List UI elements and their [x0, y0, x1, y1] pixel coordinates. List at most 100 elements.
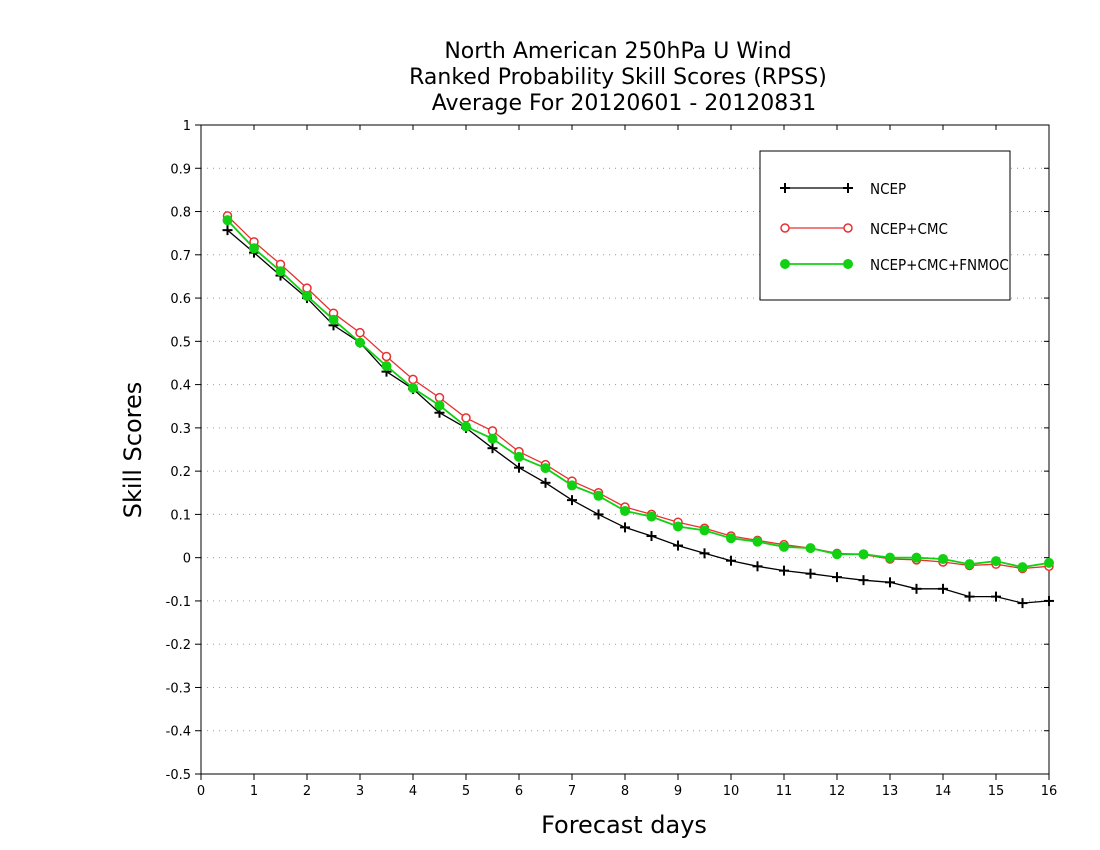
y-tick-label-7: 0.2	[170, 465, 191, 480]
y-tick-label-4: -0.1	[166, 595, 191, 610]
data-point-s2-28	[964, 559, 975, 570]
data-point-s0-13	[567, 495, 577, 506]
legend-entry-1: NCEP+CMC	[780, 220, 948, 238]
data-point-s0-23	[832, 572, 842, 583]
data-point-s0-29	[991, 591, 1001, 602]
legend-entry-0: NCEP	[780, 180, 906, 198]
x-tick-label-2: 2	[303, 784, 311, 799]
data-point-s2-14	[593, 490, 604, 501]
x-tick-label-3: 3	[356, 784, 364, 799]
legend-marker-end-0	[843, 183, 853, 193]
legend-marker-end-1	[843, 223, 853, 233]
y-tick-label-11: 0.6	[170, 292, 191, 307]
data-point-s0-16	[646, 531, 657, 542]
data-point-s0-12	[540, 477, 551, 488]
legend: NCEP NCEP+CMC NCEP+CMC+FNMOC	[759, 150, 1011, 301]
data-point-s2-20	[752, 536, 763, 547]
data-point-s2-2	[275, 266, 286, 277]
legend-label-2: NCEP+CMC+FNMOC	[870, 256, 1009, 274]
y-tick-label-8: 0.3	[170, 422, 191, 437]
x-tick-label-13: 13	[882, 784, 899, 799]
data-point-s0-11	[514, 462, 524, 473]
data-point-s0-17	[673, 540, 683, 551]
series-layer	[222, 211, 1054, 609]
data-point-s2-24	[858, 549, 869, 560]
data-point-s2-4	[328, 314, 339, 325]
x-tick-label-7: 7	[568, 784, 576, 799]
y-tick-label-1: -0.4	[166, 725, 191, 740]
legend-marker-start-2	[780, 259, 790, 269]
data-point-s2-26	[911, 552, 922, 563]
data-point-s0-26	[911, 583, 922, 594]
x-tick-label-11: 11	[776, 784, 793, 799]
data-point-s2-7	[408, 383, 418, 394]
data-point-s0-14	[593, 509, 604, 520]
x-tick-label-12: 12	[829, 784, 846, 799]
y-tick-label-6: 0.1	[170, 508, 191, 523]
legend-marker-end-2	[843, 259, 853, 269]
data-point-s2-11	[514, 451, 524, 462]
data-point-s2-8	[434, 400, 445, 411]
data-point-s2-18	[699, 525, 710, 536]
legend-box	[759, 150, 1011, 301]
data-point-s0-28	[964, 591, 975, 602]
y-axis-label: Skill Scores	[119, 382, 147, 519]
data-point-s0-24	[858, 575, 869, 586]
legend-label-1: NCEP+CMC	[870, 220, 948, 238]
data-point-s0-25	[885, 577, 895, 588]
data-point-s1-7	[408, 374, 418, 385]
data-point-s2-19	[726, 533, 736, 544]
x-tick-label-4: 4	[409, 784, 417, 799]
chart-title-line-2: Ranked Probability Skill Scores (RPSS)	[409, 65, 827, 90]
data-point-s1-9	[461, 413, 471, 423]
data-point-s0-27	[938, 583, 948, 594]
data-point-s2-30	[1017, 562, 1028, 573]
y-tick-label-12: 0.7	[170, 249, 191, 264]
data-point-s2-0	[222, 215, 233, 226]
data-point-s2-27	[938, 553, 948, 564]
data-point-s1-5	[355, 327, 365, 338]
x-tick-label-8: 8	[621, 784, 629, 799]
y-tick-label-10: 0.5	[170, 335, 191, 350]
x-tick-label-1: 1	[250, 784, 258, 799]
x-tick-label-0: 0	[197, 784, 205, 799]
data-point-s2-13	[567, 480, 577, 491]
data-point-s0-21	[779, 565, 789, 576]
data-point-s0-30	[1017, 598, 1028, 609]
legend-label-0: NCEP	[870, 180, 906, 198]
data-point-s0-18	[699, 548, 710, 559]
data-point-s2-3	[302, 290, 312, 301]
y-tick-label-14: 0.9	[170, 162, 191, 177]
data-point-s2-15	[620, 505, 630, 516]
data-point-s2-6	[381, 360, 392, 371]
data-point-s2-1	[249, 243, 259, 254]
y-tick-label-5: 0	[183, 552, 191, 567]
data-point-s0-0	[222, 225, 233, 236]
x-tick-label-5: 5	[462, 784, 470, 799]
y-tick-label-9: 0.4	[170, 379, 191, 394]
y-tick-label-0: -0.5	[166, 768, 191, 783]
data-point-s2-22	[805, 543, 816, 554]
legend-marker-start-1	[780, 223, 790, 233]
y-tick-label-2: -0.3	[166, 681, 191, 696]
data-point-s2-21	[779, 541, 789, 552]
data-point-s0-19	[726, 555, 736, 566]
data-point-s0-10	[487, 443, 498, 454]
legend-entry-2: NCEP+CMC+FNMOC	[780, 256, 1009, 274]
data-point-s0-22	[805, 568, 816, 579]
legend-marker-start-0	[780, 183, 790, 193]
data-point-s2-29	[991, 556, 1001, 567]
y-axis-ticks: -0.5 -0.4 -0.3 -0.2 -0.1 0 0.1 0.2 0.3 0.4 0.5 0.6 0…	[166, 119, 1049, 783]
data-point-s2-17	[673, 521, 683, 532]
data-point-s2-12	[540, 463, 551, 474]
data-point-s2-31	[1044, 557, 1054, 568]
data-point-s2-10	[487, 433, 498, 444]
x-tick-label-10: 10	[723, 784, 740, 799]
x-tick-label-14: 14	[935, 784, 952, 799]
x-axis-label: Forecast days	[541, 811, 707, 839]
data-point-s2-16	[646, 511, 657, 522]
x-axis-ticks: 0 1 2 3 4 5 6 7 8 9 10 11 12 13 14 15 16	[197, 125, 1057, 799]
data-point-s2-9	[461, 421, 471, 432]
data-point-s0-15	[620, 522, 630, 533]
